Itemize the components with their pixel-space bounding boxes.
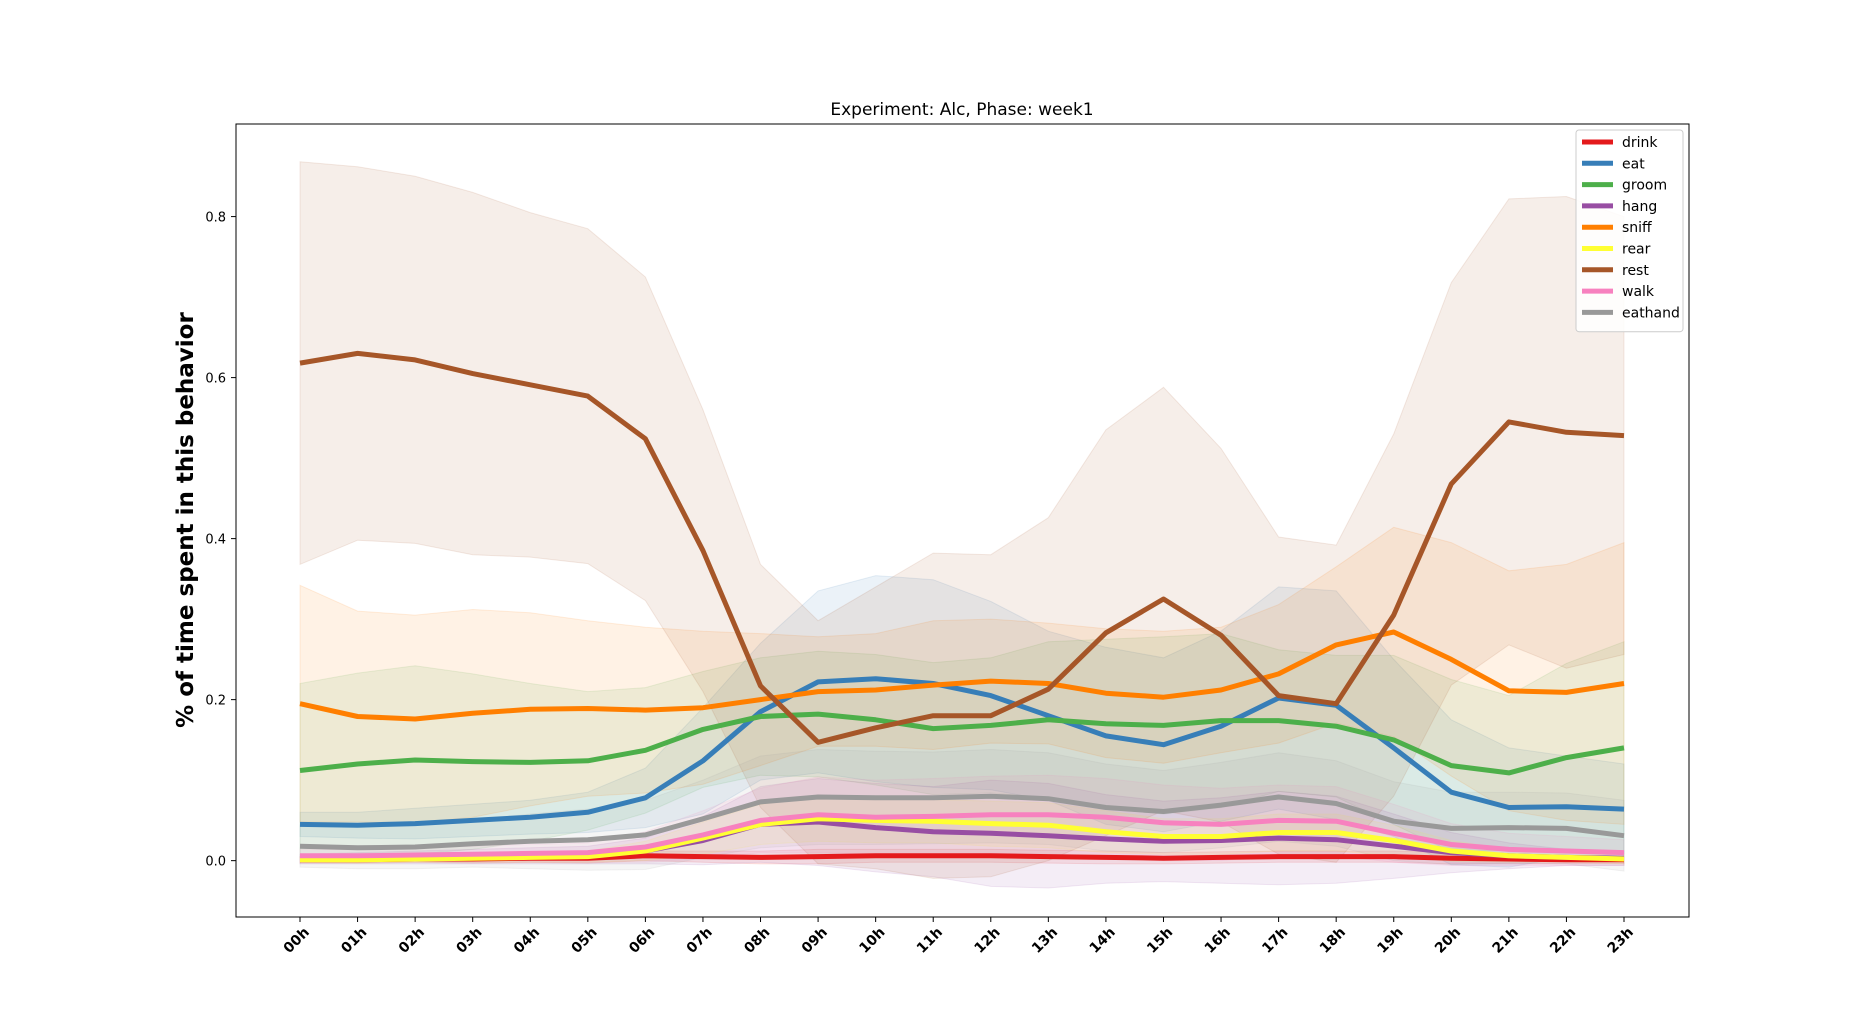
x-tick-label: 07h — [684, 925, 716, 957]
band-sniff — [299, 526, 1625, 825]
y-axis: 0.0 0.2 0.4 0.6 0.8 — [205, 211, 236, 870]
y-tick-label: 0.4 — [205, 533, 226, 548]
series-line-sniff — [299, 629, 1625, 722]
legend-label-walk: walk — [1622, 284, 1655, 300]
x-tick-label: 04h — [511, 925, 543, 957]
legend-label-drink: drink — [1622, 135, 1658, 151]
band-eat — [299, 575, 1625, 868]
y-tick-label: 0.0 — [205, 855, 226, 870]
x-tick-label: 21h — [1490, 925, 1522, 957]
x-tick-label: 03h — [453, 925, 485, 957]
bands-layer — [299, 161, 1625, 889]
series-line-groom — [299, 711, 1625, 776]
x-tick-label: 18h — [1317, 925, 1349, 957]
x-tick-label: 19h — [1374, 925, 1406, 957]
legend-label-groom: groom — [1622, 178, 1667, 194]
legend-label-hang: hang — [1622, 199, 1657, 215]
chart-title: Experiment: Alc, Phase: week1 — [830, 100, 1093, 120]
x-tick-label: 22h — [1547, 925, 1579, 957]
legend-label-eat: eat — [1622, 156, 1645, 172]
series-line-eat — [299, 676, 1625, 828]
y-tick-label: 0.6 — [205, 372, 226, 387]
x-tick-label: 02h — [396, 925, 428, 957]
x-tick-label: 20h — [1432, 925, 1464, 957]
x-tick-label: 23h — [1605, 925, 1637, 957]
series-line-rear — [300, 816, 1625, 863]
legend-label-rear: rear — [1622, 242, 1651, 258]
legend-label-eathand: eathand — [1622, 305, 1680, 321]
x-tick-label: 05h — [569, 925, 601, 957]
legend-label-rest: rest — [1622, 263, 1649, 279]
legend-box — [1575, 129, 1684, 333]
x-tick-label: 10h — [856, 925, 888, 957]
series-line-rest — [299, 350, 1625, 745]
x-tick-label: 17h — [1259, 925, 1291, 957]
series-line-eathand — [299, 793, 1625, 851]
x-tick-label: 09h — [799, 925, 831, 957]
x-axis: 00h 01h 02h 03h 04h 05h 06h 07h 08h 09h 10h 11h 12h 1… — [281, 917, 1637, 957]
x-tick-label: 11h — [914, 925, 946, 957]
x-tick-label: 00h — [281, 925, 313, 957]
y-tick-label: 0.8 — [205, 211, 226, 226]
x-tick-label: 12h — [971, 925, 1003, 957]
x-tick-label: 16h — [1202, 925, 1234, 957]
y-axis-label: % of time spent in this behavior — [173, 312, 199, 728]
x-tick-label: 15h — [1144, 925, 1176, 957]
legend: drink eat groom hang sniff rear rest walk eathan… — [1575, 129, 1684, 333]
x-tick-label: 14h — [1087, 925, 1119, 957]
x-tick-label: 01h — [338, 925, 370, 957]
plot-frame — [235, 123, 1690, 918]
series-line-walk — [300, 812, 1625, 859]
x-tick-label: 08h — [741, 925, 773, 957]
lines-layer — [299, 350, 1625, 863]
x-tick-label: 13h — [1029, 925, 1061, 957]
x-tick-label: 06h — [626, 925, 658, 957]
legend-label-sniff: sniff — [1622, 220, 1652, 236]
y-tick-label: 0.2 — [205, 694, 226, 709]
